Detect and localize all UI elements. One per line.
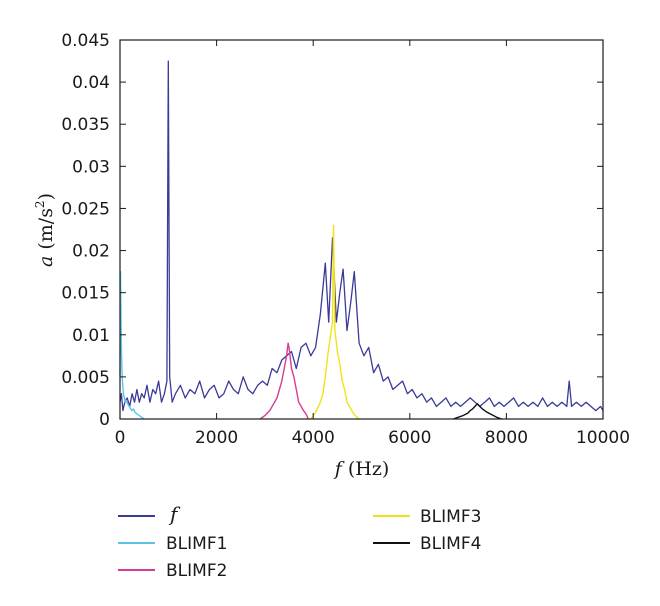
y-tick-label-2: 0.01 [72, 326, 110, 346]
series-layer [119, 60, 604, 420]
x-axis-label: f (Hz) [333, 458, 390, 480]
y-axis-label-unit: (m/s [35, 208, 57, 256]
series-line-blimf2 [259, 342, 310, 420]
y-axis-label-close: ) [35, 193, 57, 200]
legend-label-blimf3: BLIMF3 [420, 507, 481, 527]
y-tick-label-9: 0.045 [61, 31, 110, 51]
series-line-blimf3 [310, 224, 360, 420]
series-line-f [119, 60, 604, 412]
x-tick-label-1: 2000 [195, 428, 238, 448]
y-tick-label-5: 0.025 [61, 199, 110, 219]
tick-layer: 0 2000 4000 6000 8000 10000 0 0.005 0.01 0.015 0.0… [61, 31, 630, 448]
series-line-blimf4 [453, 403, 502, 420]
series-line-blimf1 [119, 270, 145, 420]
legend: f BLIMF1 BLIMF2 BLIMF3 BLIMF4 [118, 502, 481, 581]
x-axis-label-var: f [333, 458, 345, 480]
legend-label-blimf4: BLIMF4 [420, 534, 481, 554]
y-tick-label-1: 0.005 [61, 368, 110, 388]
y-tick-label-0: 0 [99, 410, 110, 430]
y-tick-label-7: 0.035 [61, 115, 110, 135]
x-tick-label-0: 0 [115, 428, 126, 448]
x-tick-label-4: 8000 [485, 428, 528, 448]
x-tick-label-5: 10000 [576, 428, 630, 448]
x-axis-label-unit: (Hz) [342, 458, 389, 480]
legend-label-blimf1: BLIMF1 [166, 534, 227, 554]
y-axis-label-var: a [35, 256, 57, 267]
y-axis-label: a (m/s2) [33, 193, 57, 267]
y-tick-label-8: 0.04 [72, 73, 110, 93]
y-axis-label-sup: 2 [33, 200, 47, 208]
x-tick-label-3: 6000 [388, 428, 431, 448]
x-tick-label-2: 4000 [292, 428, 335, 448]
y-tick-label-3: 0.015 [61, 284, 110, 304]
plot-frame [119, 39, 604, 420]
legend-label-blimf2: BLIMF2 [166, 561, 227, 581]
y-tick-label-4: 0.02 [72, 242, 110, 262]
y-tick-label-6: 0.03 [72, 157, 110, 177]
